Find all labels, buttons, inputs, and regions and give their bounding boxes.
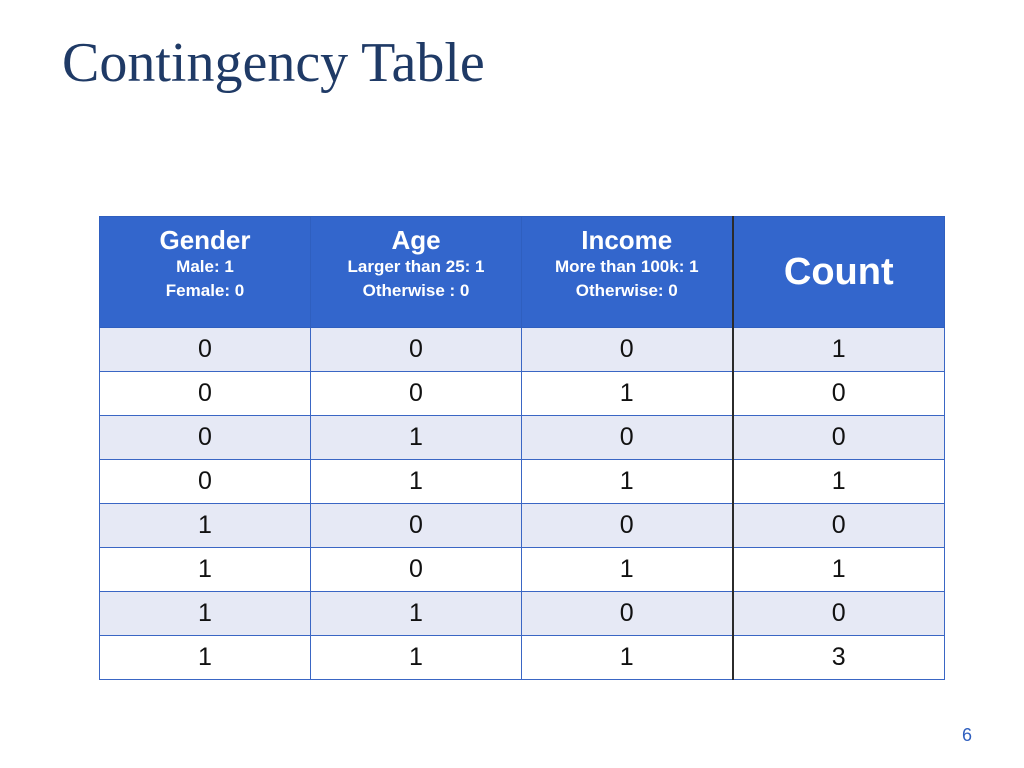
cell-count: 0: [731, 415, 945, 460]
cell-age: 0: [310, 503, 522, 548]
cell-age: 0: [310, 371, 522, 416]
cell-age: 1: [310, 591, 522, 636]
cell-age: 0: [310, 327, 522, 372]
cell-age: 1: [310, 635, 522, 680]
cell-count: 0: [731, 591, 945, 636]
header-age-sub2: Otherwise : 0: [362, 281, 470, 300]
cell-count: 1: [731, 547, 945, 592]
cell-gender: 1: [99, 635, 311, 680]
cell-income: 1: [521, 635, 733, 680]
table-row: 1 1 0 0: [99, 591, 945, 636]
header-income-sub2: Otherwise: 0: [575, 281, 678, 300]
cell-count: 3: [731, 635, 945, 680]
page-number: 6: [961, 725, 972, 745]
header-gender-sub2: Female: 0: [165, 281, 245, 300]
cell-gender: 0: [99, 415, 311, 460]
cell-count: 1: [731, 459, 945, 504]
cell-income: 1: [521, 459, 733, 504]
cell-count: 0: [731, 503, 945, 548]
table-row: 0 1 0 0: [99, 415, 945, 460]
table-row: 0 0 1 0: [99, 371, 945, 416]
header-age-name: Age: [391, 225, 441, 255]
contingency-table: Gender Male: 1 Female: 0 Age Larger than…: [99, 216, 945, 680]
cell-age: 0: [310, 547, 522, 592]
cell-income: 1: [521, 547, 733, 592]
table-header-row: Gender Male: 1 Female: 0 Age Larger than…: [99, 216, 945, 328]
cell-income: 0: [521, 503, 733, 548]
cell-age: 1: [310, 415, 522, 460]
cell-count: 1: [731, 327, 945, 372]
slide-title: Contingency Table: [62, 32, 485, 94]
header-gender: Gender Male: 1 Female: 0: [99, 216, 311, 328]
header-income: Income More than 100k: 1 Otherwise: 0: [521, 216, 733, 328]
cell-gender: 0: [99, 327, 311, 372]
cell-count: 0: [731, 371, 945, 416]
table-row: 0 0 0 1: [99, 327, 945, 372]
header-income-name: Income: [581, 225, 673, 255]
cell-income: 0: [521, 591, 733, 636]
table-row: 0 1 1 1: [99, 459, 945, 504]
table-row: 1 0 0 0: [99, 503, 945, 548]
cell-income: 0: [521, 415, 733, 460]
header-age: Age Larger than 25: 1 Otherwise : 0: [310, 216, 522, 328]
cell-gender: 0: [99, 459, 311, 504]
table-row: 1 0 1 1: [99, 547, 945, 592]
header-gender-name: Gender: [159, 225, 251, 255]
cell-gender: 1: [99, 547, 311, 592]
cell-gender: 1: [99, 503, 311, 548]
cell-gender: 0: [99, 371, 311, 416]
header-count: Count: [731, 216, 945, 328]
cell-age: 1: [310, 459, 522, 504]
header-income-sub1: More than 100k: 1: [554, 257, 699, 276]
header-count-name: Count: [783, 250, 894, 293]
table-row: 1 1 1 3: [99, 635, 945, 680]
cell-income: 0: [521, 327, 733, 372]
cell-gender: 1: [99, 591, 311, 636]
cell-income: 1: [521, 371, 733, 416]
header-age-sub1: Larger than 25: 1: [347, 257, 485, 276]
header-gender-sub1: Male: 1: [176, 257, 234, 276]
